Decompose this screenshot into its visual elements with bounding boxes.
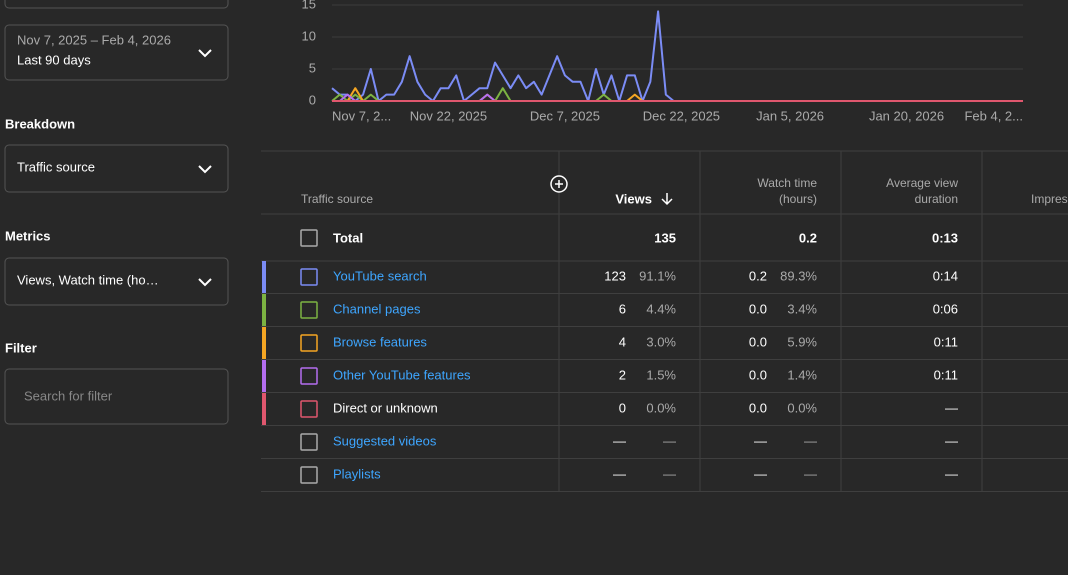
source-name[interactable]: Browse features bbox=[333, 334, 427, 349]
source-name[interactable]: Playlists bbox=[333, 466, 381, 481]
header-views[interactable]: Views bbox=[615, 191, 652, 206]
cell-watch: 0.0 bbox=[749, 367, 767, 382]
cell-views-pct: 3.0% bbox=[646, 334, 676, 349]
cell-watch-pct: 0.0% bbox=[787, 400, 817, 415]
source-name: Direct or unknown bbox=[333, 400, 438, 415]
source-name[interactable]: Other YouTube features bbox=[333, 367, 471, 382]
x-tick-label: Nov 22, 2025 bbox=[410, 108, 487, 123]
source-name[interactable]: Suggested videos bbox=[333, 433, 437, 448]
row-color-bar bbox=[262, 294, 266, 326]
date-range-label: Last 90 days bbox=[17, 52, 91, 67]
checkbox[interactable] bbox=[300, 466, 318, 484]
cell-avg: 0:11 bbox=[934, 334, 958, 349]
header-impressions: Impres bbox=[1031, 192, 1068, 206]
breakdown-title: Breakdown bbox=[5, 116, 75, 131]
total-avg_duration: 0:13 bbox=[932, 230, 958, 245]
cell-avg: — bbox=[945, 433, 958, 448]
header-watch_time: Watch time bbox=[757, 176, 817, 190]
total-label: Total bbox=[333, 230, 363, 245]
header-avg_duration: duration bbox=[915, 192, 958, 206]
y-tick-label: 10 bbox=[302, 28, 316, 43]
cell-views: 4 bbox=[619, 334, 626, 349]
checkbox[interactable] bbox=[300, 433, 318, 451]
cell-views-pct: — bbox=[663, 466, 676, 481]
breakdown-dropdown[interactable] bbox=[4, 144, 229, 193]
y-tick-label: 5 bbox=[309, 60, 316, 75]
cell-views: — bbox=[613, 466, 626, 481]
cell-views-pct: — bbox=[663, 433, 676, 448]
top-control[interactable] bbox=[4, 0, 229, 9]
y-tick-label: 0 bbox=[309, 92, 316, 107]
chevron-icon bbox=[198, 49, 212, 58]
sort-arrow bbox=[661, 193, 673, 206]
cell-watch-pct: 3.4% bbox=[787, 301, 817, 316]
checkbox[interactable] bbox=[300, 367, 318, 385]
cell-watch: 0.2 bbox=[749, 268, 767, 283]
cell-watch-pct: — bbox=[804, 433, 817, 448]
checkbox[interactable] bbox=[300, 334, 318, 352]
cell-views: 2 bbox=[619, 367, 626, 382]
checkbox[interactable] bbox=[300, 400, 318, 418]
filter-input[interactable] bbox=[4, 368, 229, 425]
cell-watch: 0.0 bbox=[749, 400, 767, 415]
cell-watch: — bbox=[754, 433, 767, 448]
filter-title: Filter bbox=[5, 340, 37, 355]
cell-views: 6 bbox=[619, 301, 626, 316]
cell-watch: 0.0 bbox=[749, 334, 767, 349]
row-color-bar bbox=[262, 327, 266, 359]
checkbox[interactable] bbox=[300, 268, 318, 286]
x-tick-label: Jan 5, 2026 bbox=[756, 108, 824, 123]
cell-views-pct: 1.5% bbox=[646, 367, 676, 382]
cell-watch-pct: 1.4% bbox=[787, 367, 817, 382]
filter-placeholder: Search for filter bbox=[24, 388, 113, 403]
cell-watch-pct: 89.3% bbox=[780, 268, 817, 283]
x-tick-label: Dec 7, 2025 bbox=[530, 108, 600, 123]
x-tick-label: Dec 22, 2025 bbox=[643, 108, 720, 123]
chevron-icon bbox=[198, 278, 212, 287]
y-tick-label: 15 bbox=[302, 0, 316, 11]
metrics-dropdown[interactable] bbox=[4, 257, 229, 306]
cell-views: 0 bbox=[619, 400, 626, 415]
cell-avg: 0:11 bbox=[934, 367, 958, 382]
cell-watch-pct: — bbox=[804, 466, 817, 481]
header-avg_duration: Average view bbox=[886, 176, 958, 190]
cell-views-pct: 91.1% bbox=[639, 268, 676, 283]
total-views: 135 bbox=[654, 230, 676, 245]
date-range-dates: Nov 7, 2025 – Feb 4, 2026 bbox=[17, 32, 171, 47]
total-watch_time: 0.2 bbox=[799, 230, 817, 245]
row-color-bar bbox=[262, 360, 266, 392]
cell-avg: — bbox=[945, 466, 958, 481]
cell-watch-pct: 5.9% bbox=[787, 334, 817, 349]
metrics-title: Metrics bbox=[5, 228, 51, 243]
x-tick-label: Nov 7, 2... bbox=[332, 108, 391, 123]
cell-avg: 0:06 bbox=[933, 301, 958, 316]
checkbox[interactable] bbox=[300, 301, 318, 319]
source-name[interactable]: YouTube search bbox=[333, 268, 427, 283]
row-color-bar bbox=[262, 393, 266, 425]
cell-views-pct: 0.0% bbox=[646, 400, 676, 415]
breakdown-value: Traffic source bbox=[17, 159, 95, 174]
chevron-icon bbox=[198, 165, 212, 174]
cell-watch: — bbox=[754, 466, 767, 481]
x-tick-label: Feb 4, 2... bbox=[964, 108, 1023, 123]
cell-avg: — bbox=[945, 400, 958, 415]
add-metric-plus bbox=[555, 180, 563, 188]
metrics-value: Views, Watch time (ho… bbox=[17, 272, 159, 287]
cell-views: 123 bbox=[604, 268, 626, 283]
x-tick-label: Jan 20, 2026 bbox=[869, 108, 944, 123]
cell-views: — bbox=[613, 433, 626, 448]
source-name[interactable]: Channel pages bbox=[333, 301, 421, 316]
date-range-dropdown[interactable] bbox=[4, 24, 229, 81]
cell-avg: 0:14 bbox=[933, 268, 958, 283]
checkbox[interactable] bbox=[300, 229, 318, 247]
row-color-bar bbox=[262, 261, 266, 293]
header-watch_time: (hours) bbox=[779, 192, 817, 206]
cell-watch: 0.0 bbox=[749, 301, 767, 316]
header-source: Traffic source bbox=[301, 192, 373, 206]
cell-views-pct: 4.4% bbox=[646, 301, 676, 316]
